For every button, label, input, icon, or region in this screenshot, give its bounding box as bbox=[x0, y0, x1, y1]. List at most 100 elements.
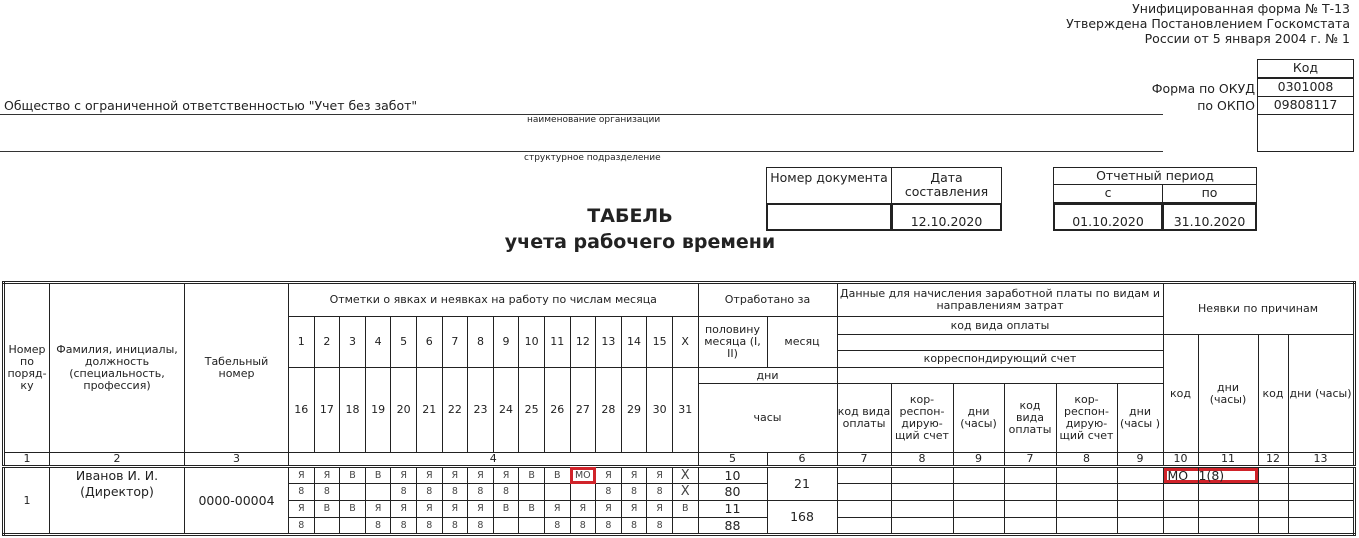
day-mark bbox=[492, 517, 520, 535]
h-blank bbox=[836, 334, 1164, 351]
pay-cell bbox=[1116, 466, 1164, 484]
column-number: 7 bbox=[1003, 452, 1057, 468]
column-number: 9 bbox=[1116, 452, 1164, 468]
day-header: 20 bbox=[390, 367, 417, 453]
h-days: дни bbox=[697, 367, 838, 384]
row-number: 1 bbox=[3, 466, 50, 535]
column-number: 9 bbox=[952, 452, 1005, 468]
day-mark: 8 bbox=[288, 483, 315, 501]
day-mark: Я bbox=[492, 466, 520, 484]
day-header: 6 bbox=[415, 316, 443, 368]
h-month: месяц bbox=[766, 316, 838, 368]
absence-code: МО bbox=[1162, 466, 1199, 484]
pay-cell bbox=[890, 517, 954, 535]
period-to-label: по bbox=[1162, 184, 1257, 203]
day-mark bbox=[569, 483, 597, 501]
pay-cell bbox=[890, 483, 954, 501]
day-mark: 8 bbox=[467, 517, 494, 535]
column-number: 3 bbox=[184, 452, 289, 468]
absence-cell bbox=[1197, 483, 1259, 501]
pay-cell bbox=[952, 466, 1005, 484]
day-mark: 8 bbox=[313, 483, 341, 501]
h-worked: Отработано за bbox=[697, 282, 838, 317]
day-mark: Х bbox=[671, 483, 699, 501]
h-pay-col: дни (часы ) bbox=[1116, 383, 1164, 453]
organization-name: Общество с ограниченной ответственностью… bbox=[4, 98, 418, 113]
day-header: 5 bbox=[390, 316, 417, 368]
half-month-value: 11 bbox=[697, 500, 768, 518]
day-header: 24 bbox=[492, 367, 520, 453]
day-mark: Я bbox=[390, 466, 417, 484]
doc-date-value: 12.10.2020 bbox=[891, 203, 1002, 231]
form-info-line: Утверждена Постановлением Госкомстата bbox=[1066, 16, 1350, 31]
h-pay-col: кор-респон-дирую-щий счет bbox=[890, 383, 954, 453]
column-number: 2 bbox=[49, 452, 185, 468]
day-mark: Х bbox=[671, 466, 699, 484]
absence-cell bbox=[1287, 500, 1355, 518]
h-corr: корреспондирующий счет bbox=[836, 350, 1164, 368]
absence-cell bbox=[1257, 517, 1289, 535]
day-header: 1 bbox=[288, 316, 315, 368]
day-mark: 8 bbox=[415, 517, 443, 535]
day-header: 26 bbox=[543, 367, 571, 453]
day-mark: Я bbox=[441, 466, 469, 484]
day-mark: Я bbox=[595, 500, 622, 518]
day-mark: В bbox=[518, 500, 545, 518]
pay-cell bbox=[1003, 517, 1057, 535]
day-header: 15 bbox=[646, 316, 673, 368]
pay-cell bbox=[1116, 500, 1164, 518]
day-mark: 8 bbox=[646, 517, 673, 535]
h-paycode: код вида оплаты bbox=[836, 316, 1164, 335]
pay-cell bbox=[1003, 483, 1057, 501]
pay-cell bbox=[952, 500, 1005, 518]
h-pay-col: кор-респон-дирую-щий счет bbox=[1055, 383, 1118, 453]
h-pay: Данные для начисления заработной платы п… bbox=[836, 282, 1164, 317]
day-mark: Я bbox=[543, 500, 571, 518]
codes-header: Код bbox=[1257, 59, 1354, 78]
absence-cell bbox=[1197, 500, 1259, 518]
pay-cell bbox=[1055, 466, 1118, 484]
column-number: 8 bbox=[890, 452, 954, 468]
day-mark: В bbox=[313, 500, 341, 518]
column-number: 4 bbox=[288, 452, 699, 468]
day-header: 4 bbox=[364, 316, 392, 368]
doc-title: ТАБЕЛЬ bbox=[587, 205, 673, 227]
column-number: 10 bbox=[1162, 452, 1199, 468]
day-mark: 8 bbox=[646, 483, 673, 501]
day-mark: Я bbox=[364, 500, 392, 518]
column-number: 5 bbox=[697, 452, 768, 468]
day-mark: 8 bbox=[390, 483, 417, 501]
pay-cell bbox=[952, 517, 1005, 535]
day-mark: Я bbox=[646, 500, 673, 518]
column-number: 8 bbox=[1055, 452, 1118, 468]
h-pay-col: дни (часы) bbox=[952, 383, 1005, 453]
day-header: 28 bbox=[595, 367, 622, 453]
doc-subtitle: учета рабочего времени bbox=[504, 231, 776, 253]
day-mark: 8 bbox=[595, 483, 622, 501]
day-mark: В bbox=[339, 466, 366, 484]
h-blank bbox=[836, 367, 1164, 384]
day-header: 27 bbox=[569, 367, 597, 453]
day-mark: Я bbox=[569, 500, 597, 518]
absence-cell bbox=[1197, 517, 1259, 535]
okud-value: 0301008 bbox=[1257, 78, 1354, 97]
day-header: 2 bbox=[313, 316, 341, 368]
day-mark: В bbox=[518, 466, 545, 484]
absence-cell bbox=[1162, 483, 1199, 501]
day-mark: Я bbox=[288, 466, 315, 484]
day-mark: 8 bbox=[543, 517, 571, 535]
absence-cell bbox=[1287, 483, 1355, 501]
day-header: 23 bbox=[467, 367, 494, 453]
column-number: 1 bbox=[3, 452, 50, 468]
day-mark bbox=[313, 517, 341, 535]
absence-cell bbox=[1257, 466, 1289, 484]
day-header: 18 bbox=[339, 367, 366, 453]
day-mark: 8 bbox=[364, 517, 392, 535]
pay-cell bbox=[1055, 500, 1118, 518]
pay-cell bbox=[836, 483, 892, 501]
division-caption: структурное подразделение bbox=[524, 153, 661, 163]
day-mark: 8 bbox=[620, 483, 648, 501]
pay-cell bbox=[1116, 483, 1164, 501]
absence-cell bbox=[1162, 517, 1199, 535]
day-header: 8 bbox=[467, 316, 494, 368]
